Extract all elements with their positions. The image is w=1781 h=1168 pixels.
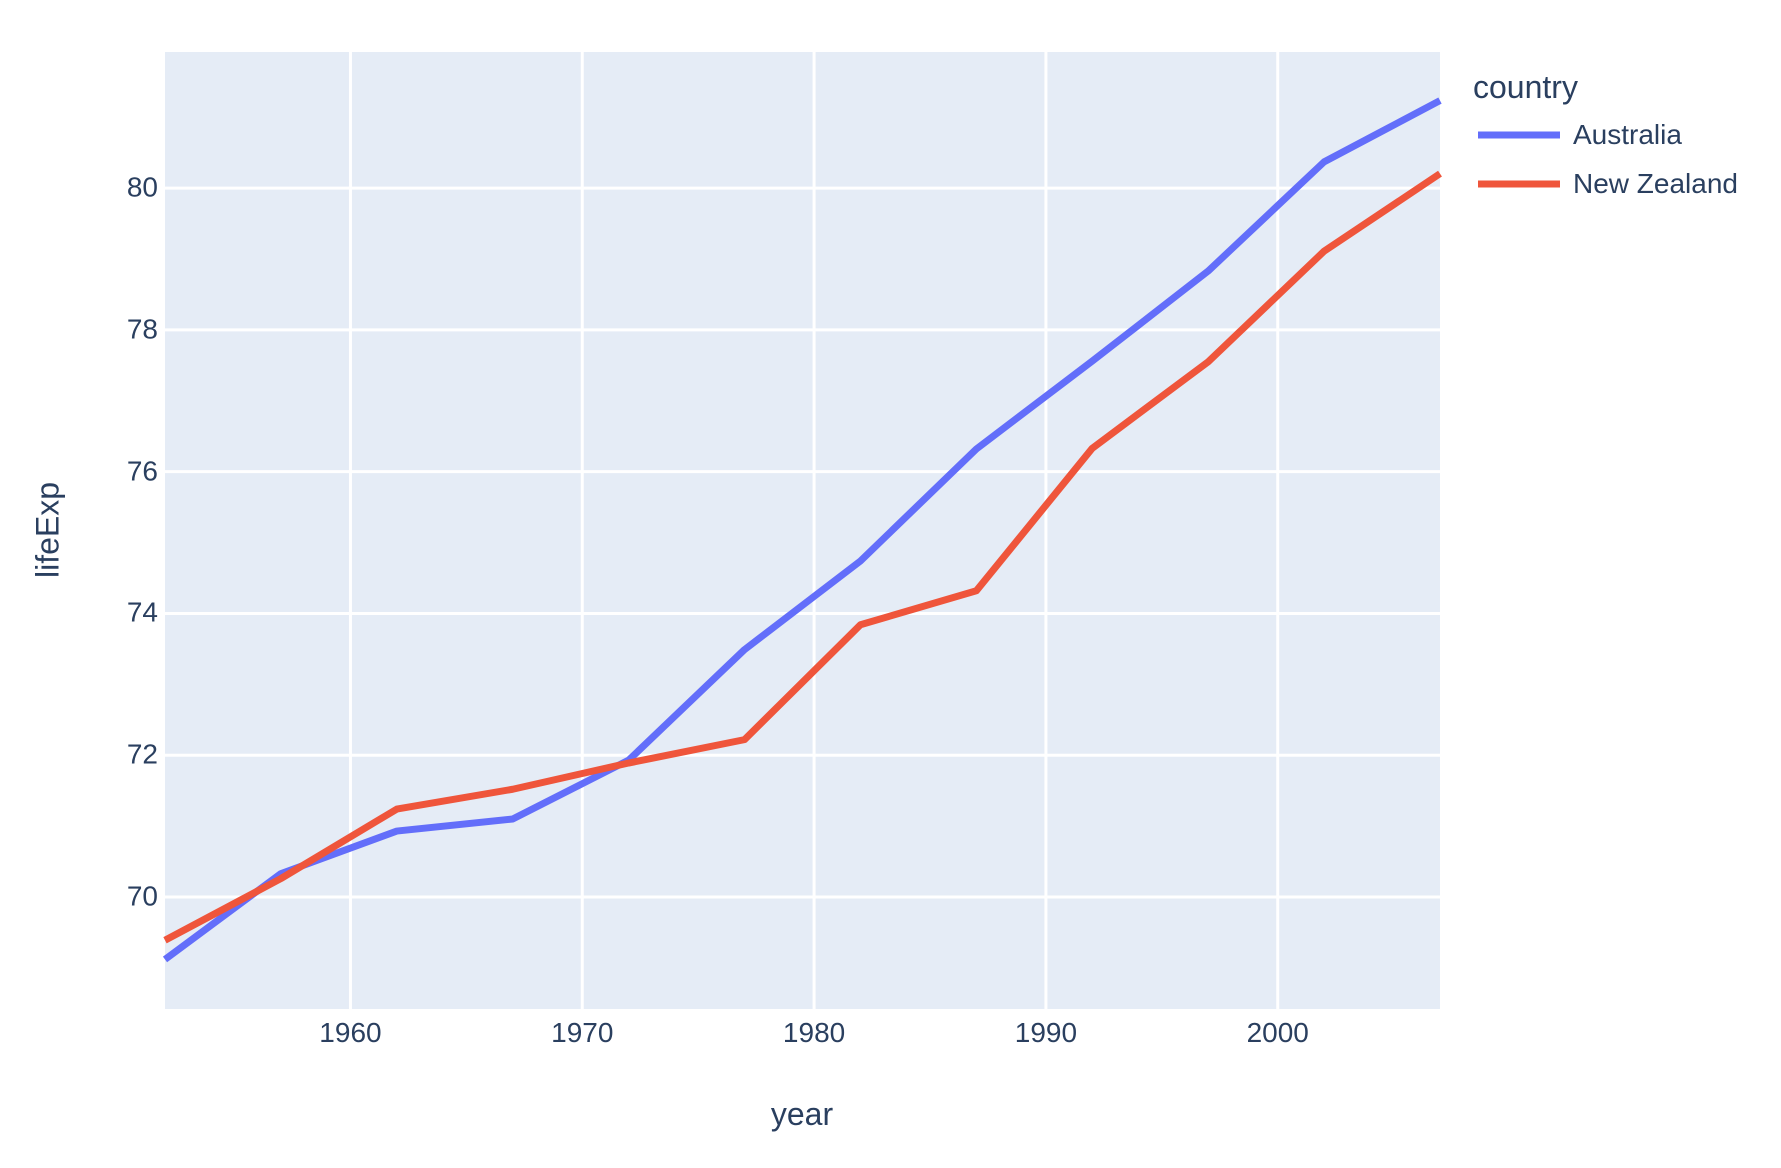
legend-title: country <box>1473 69 1578 105</box>
x-tick-label: 1970 <box>551 1017 614 1048</box>
series-line-australia <box>162 97 1442 963</box>
y-tick-label: 70 <box>126 880 158 912</box>
y-tick-label: 76 <box>126 455 158 487</box>
y-tick-label: 78 <box>126 313 158 345</box>
legend-item-new-zealand[interactable]: New Zealand <box>1473 167 1738 201</box>
legend: country Australia New Zealand <box>1473 68 1738 216</box>
legend-line-swatch-icon <box>1478 180 1560 188</box>
y-tick-label: 80 <box>126 171 158 203</box>
y-axis-title: lifeExp <box>29 481 66 579</box>
x-tick-label: 1980 <box>782 1017 846 1048</box>
y-tick-label: 74 <box>126 597 158 629</box>
series-line-new-zealand <box>163 170 1442 944</box>
legend-item-label: Australia <box>1573 119 1682 151</box>
legend-item-australia[interactable]: Australia <box>1473 118 1738 152</box>
x-axis-title: year <box>770 1096 834 1132</box>
x-tick-label: 2000 <box>1246 1017 1309 1048</box>
x-tick-label: 1960 <box>319 1017 382 1048</box>
legend-line-swatch-icon <box>1478 131 1560 139</box>
legend-item-label: New Zealand <box>1573 168 1738 200</box>
y-tick-label: 72 <box>126 738 158 770</box>
plot-background <box>165 52 1440 1009</box>
x-tick-label: 1990 <box>1014 1017 1078 1048</box>
